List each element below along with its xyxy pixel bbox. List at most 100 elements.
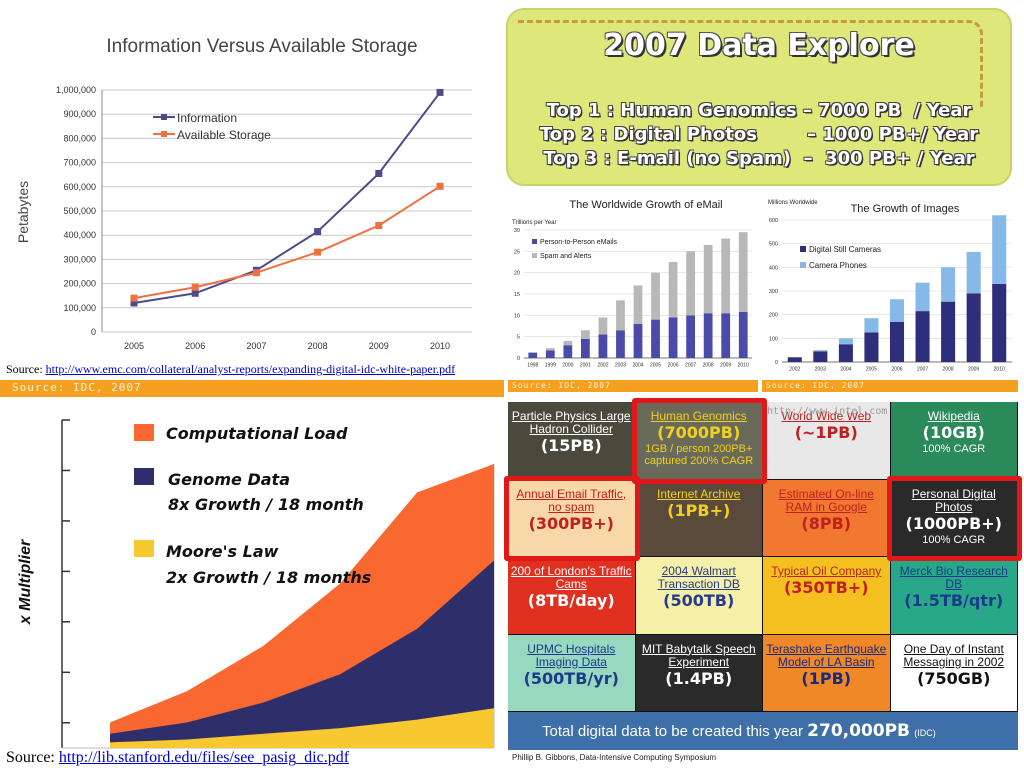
source-top-link[interactable]: http://www.emc.com/collateral/analyst-re… (45, 362, 456, 376)
total-note: (IDC) (914, 728, 936, 738)
x-tick-label: 2001 (580, 363, 591, 369)
explore-line-3: Top 3 : E-mail (no Spam) – 300 PB+ / Yea… (543, 148, 975, 169)
bar-secondary (545, 348, 555, 351)
data-tile: Annual Email Traffic, no spam (300PB+) (508, 479, 636, 557)
tile-value: (500TB/yr) (523, 668, 619, 688)
email-chart-title: The Worldwide Growth of eMail (569, 199, 722, 211)
bar-secondary (633, 285, 643, 324)
data-point (130, 299, 138, 307)
tile-label[interactable]: Internet Archive (657, 486, 741, 501)
tile-label[interactable]: MIT Babytalk Speech Experiment (641, 641, 756, 669)
data-tile: World Wide Web (~1PB) (763, 402, 891, 480)
y-tick-label: 300,000 (63, 254, 96, 264)
y-tick-label: 5 (517, 335, 520, 341)
data-tile: 2004 Walmart Transaction DB (500TB) (635, 557, 763, 635)
tile-label[interactable]: Terashake Earthquake Model of LA Basin (766, 641, 887, 669)
bar-secondary (563, 340, 573, 346)
tile-label[interactable]: Wikipedia (927, 409, 980, 423)
legend-information: Information (177, 111, 237, 125)
bar-primary (992, 283, 1007, 362)
email-growth-chart: The Worldwide Growth of eMail Trillions … (506, 190, 756, 382)
tile-label[interactable]: Typical Oil Company (771, 564, 882, 578)
x-tick-label: 2007 (917, 367, 928, 373)
bar-secondary (738, 232, 748, 312)
data-point (252, 269, 260, 277)
tile-value: (1PB+) (667, 500, 731, 520)
x-tick-label: 2006 (668, 363, 679, 369)
y-tick-label: 200,000 (63, 279, 96, 289)
bar-primary (738, 311, 748, 358)
tile-label[interactable]: 2004 Walmart Transaction DB (657, 564, 740, 591)
legend-available-storage: Available Storage (177, 128, 271, 142)
images-chart-title: The Growth of Images (851, 203, 960, 215)
data-tile: One Day of Instant Messaging in 2002 (750… (890, 634, 1018, 712)
x-tick-label: 2009 (369, 341, 389, 351)
tile-label[interactable]: Human Genomics (650, 409, 747, 423)
tile-label[interactable]: Annual Email Traffic, no spam (516, 486, 627, 514)
x-tick-label: 2010 (430, 341, 450, 351)
tile-label[interactable]: Particle Physics Large Hadron Collider (511, 409, 631, 436)
y-tick-label: 500,000 (63, 206, 96, 216)
data-tile: Personal Digital Photos (1000PB+) 100% CAG… (890, 479, 1018, 557)
bar-primary (966, 293, 981, 362)
y-tick-label: 200 (769, 313, 778, 319)
data-point (314, 228, 322, 236)
tile-value: (15PB) (540, 436, 602, 455)
legend-genome-desc: 8x Growth / 18 month (168, 495, 364, 514)
x-tick-label: 2005 (650, 363, 661, 369)
tile-value: (7000PB) (657, 423, 741, 442)
tile-label[interactable]: 200 of London's Traffic Cams (510, 564, 632, 591)
explore-line-2: Top 2 : Digital Photos – 1000 PB+/ Year (539, 124, 979, 145)
bar-primary (545, 350, 555, 358)
tile-label[interactable]: Estimated On-line RAM in Google (778, 486, 874, 514)
y-tick-label: 25 (514, 249, 520, 255)
tile-label[interactable]: Personal Digital Photos (911, 486, 996, 514)
bar-secondary (598, 317, 608, 335)
y-tick-label: 500 (769, 242, 778, 248)
data-point (436, 88, 444, 96)
tile-label[interactable]: World Wide Web (781, 409, 872, 423)
y-tick-label: 600 (769, 218, 778, 224)
y-tick-label: 400,000 (63, 230, 96, 240)
y-tick-label: 800,000 (63, 133, 96, 143)
bar-primary (528, 352, 538, 358)
highlight-box (886, 475, 1022, 561)
explore-line-1: Top 1 : Human Genomics – 7000 PB / Year (546, 100, 972, 121)
data-tile: Wikipedia (10GB) 100% CAGR (890, 402, 1018, 480)
bar-primary (668, 317, 678, 358)
data-tile: Typical Oil Company (350TB+) (763, 557, 891, 635)
tile-label[interactable]: UPMC Hospitals Imaging Data (527, 641, 616, 669)
line-chart-svg: Information Versus Available Storage Pet… (15, 36, 472, 351)
y-tick-label: 400 (769, 265, 778, 271)
bar-secondary (581, 330, 590, 339)
data-tile: MIT Babytalk Speech Experiment (1.4PB) (635, 634, 763, 712)
line-chart-ylabel: Petabytes (15, 181, 31, 243)
source-bottom-link[interactable]: http://lib.stanford.edu/files/see_pasig_… (58, 749, 350, 766)
bar-secondary (889, 299, 905, 322)
y-tick-label: 0 (91, 327, 96, 337)
source-top: Source: http://www.emc.com/collateral/an… (6, 362, 456, 376)
bar-primary (889, 321, 905, 362)
idc-source-bar-email: Source: IDC, 2007 (508, 380, 758, 392)
tile-value: (300PB+) (528, 513, 614, 533)
x-tick-label: 2002 (597, 363, 608, 369)
x-tick-label: 2008 (943, 367, 954, 373)
y-tick-label: 100,000 (63, 303, 96, 313)
legend-swatch-genome (134, 468, 154, 485)
y-tick-label: 30 (514, 228, 520, 234)
x-tick-label: 2005 (124, 341, 144, 351)
bar-primary (915, 311, 930, 362)
tile-label[interactable]: One Day of Instant Messaging in 2002 (903, 641, 1005, 669)
area-genome-data (110, 560, 494, 748)
tile-note: 100% CAGR (922, 443, 986, 455)
idc-source-bar-images: Source: IDC, 2007 (762, 380, 1018, 392)
multiplier-chart: x Multiplier Computational Load Genome D… (0, 400, 504, 750)
legend-moores-desc: 2x Growth / 18 months (166, 568, 372, 587)
legend-swatch-moore (134, 540, 154, 557)
tile-label[interactable]: Merck Bio Research DB (899, 564, 1008, 591)
x-tick-label: 1999 (545, 363, 556, 369)
tile-value: (1000PB+) (905, 513, 1002, 533)
data-tile: Estimated On-line RAM in Google (8PB) (763, 479, 891, 557)
bar-secondary (864, 318, 879, 333)
data-point (130, 294, 138, 302)
